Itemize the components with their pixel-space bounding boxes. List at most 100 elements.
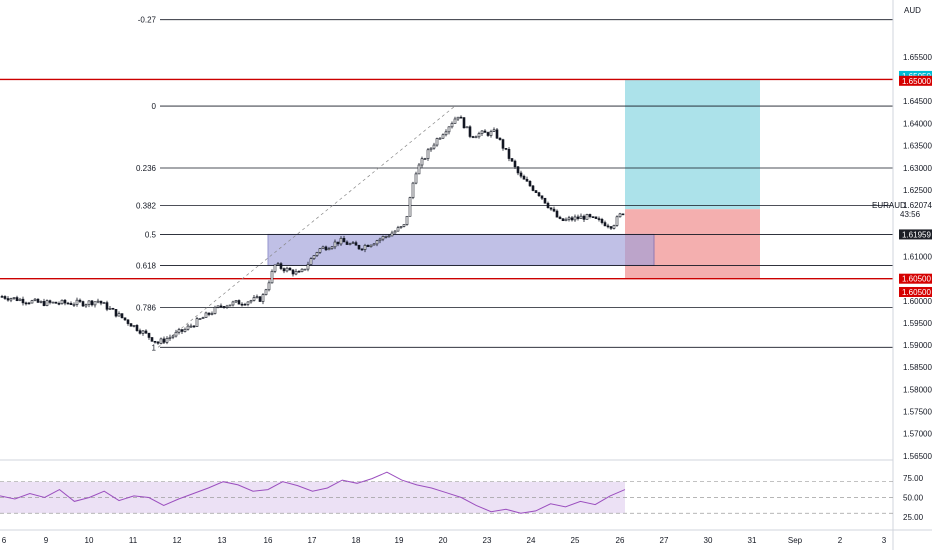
candle-body — [99, 300, 103, 304]
candle-body — [606, 225, 610, 228]
rsi-tick-1: 50.00 — [903, 493, 924, 502]
candle-body — [357, 244, 361, 250]
fib-label-1: 0 — [152, 102, 157, 111]
candle-body — [264, 289, 268, 295]
date-tick-14: 26 — [616, 536, 625, 545]
candle-body — [198, 318, 202, 320]
candle-body — [363, 244, 367, 250]
candle-body — [378, 238, 382, 242]
candle-body — [189, 325, 193, 328]
candle-body — [588, 214, 592, 217]
price-badge-4 — [899, 286, 932, 297]
candle-body — [174, 331, 178, 337]
price-tick-7: 1.60000 — [903, 297, 932, 306]
candle-body — [543, 197, 547, 204]
fib-lines-layer: -0.27 0 0.236 0.382 0.5 0.618 0.786 1 — [0, 16, 893, 352]
candle-body — [285, 267, 289, 272]
candle-body — [183, 328, 187, 332]
candle-body — [483, 130, 487, 133]
candle-body — [555, 210, 559, 218]
candle-body — [15, 297, 19, 301]
candle-body — [387, 235, 391, 238]
price-badge-text-4: 1.60500 — [902, 288, 931, 297]
candle-body — [225, 305, 229, 308]
candle-body — [375, 240, 379, 245]
price-tick-2: 1.64000 — [903, 120, 932, 129]
candle-body — [354, 242, 358, 246]
price-tick-0: 1.65500 — [903, 53, 932, 62]
candle-body — [372, 243, 376, 246]
candle-body — [201, 317, 205, 319]
candle-body — [123, 317, 127, 321]
candle-body — [348, 243, 352, 245]
candle-body — [336, 241, 340, 245]
rsi-tick-0: 75.00 — [903, 474, 924, 483]
candle-body — [438, 137, 442, 140]
candle-body — [600, 219, 604, 223]
date-tick-18: Sep — [788, 536, 803, 545]
candle-body — [63, 299, 67, 304]
candle-body — [462, 117, 466, 129]
candle-body — [69, 303, 73, 305]
date-tick-19: 2 — [838, 536, 843, 545]
candle-body — [447, 126, 451, 133]
candle-body — [303, 268, 307, 271]
last-price-label: 1.62074 — [903, 201, 932, 210]
candle-body — [576, 216, 580, 219]
candle-body — [39, 301, 43, 303]
candle-body — [516, 166, 520, 174]
candle-body — [315, 252, 319, 256]
candle-body — [432, 144, 436, 149]
candle-body — [87, 300, 91, 305]
candle-body — [441, 134, 445, 139]
candle-body — [96, 300, 100, 303]
date-tick-7: 17 — [308, 536, 317, 545]
candle-body — [360, 248, 364, 251]
candle-body — [537, 192, 541, 197]
candle-body — [384, 236, 388, 238]
candle-body — [468, 126, 472, 137]
candle-body — [270, 270, 274, 284]
fib-trend-line — [157, 105, 456, 348]
candle-body — [423, 158, 427, 160]
candle-body — [216, 305, 220, 308]
candle-body — [558, 216, 562, 219]
candle-body — [399, 226, 403, 229]
candle-body — [288, 267, 292, 271]
candle-body — [345, 241, 349, 245]
candle-body — [429, 147, 433, 151]
candle-body — [396, 227, 400, 232]
date-tick-15: 27 — [660, 536, 669, 545]
candle-body — [108, 307, 112, 310]
candle-body — [546, 202, 550, 209]
candle-body — [120, 313, 124, 319]
candle-body — [330, 246, 334, 249]
date-tick-10: 20 — [439, 536, 448, 545]
candle-body — [591, 216, 595, 218]
price-tick-6: 1.61000 — [903, 253, 932, 262]
candle-body — [579, 215, 583, 219]
price-tick-11: 1.58000 — [903, 385, 932, 394]
candle-body — [450, 123, 454, 128]
candle-body — [105, 302, 109, 310]
candle-body — [6, 298, 10, 301]
candle-body — [210, 313, 214, 315]
candle-body — [615, 216, 619, 226]
candle-body — [249, 300, 253, 303]
price-badge-2 — [899, 229, 932, 240]
candle-body — [141, 330, 145, 334]
candle-body — [207, 312, 211, 315]
price-tick-12: 1.57500 — [903, 408, 932, 417]
candle-body — [72, 304, 76, 306]
candle-body — [570, 217, 574, 221]
candle-body — [276, 263, 280, 266]
candle-body — [459, 116, 463, 119]
candle-body — [612, 225, 616, 229]
candle-body — [456, 116, 460, 120]
candle-body — [309, 258, 313, 265]
date-tick-13: 25 — [571, 536, 580, 545]
candle-body — [534, 190, 538, 193]
candle-body — [90, 300, 94, 306]
candle-body — [312, 255, 316, 259]
